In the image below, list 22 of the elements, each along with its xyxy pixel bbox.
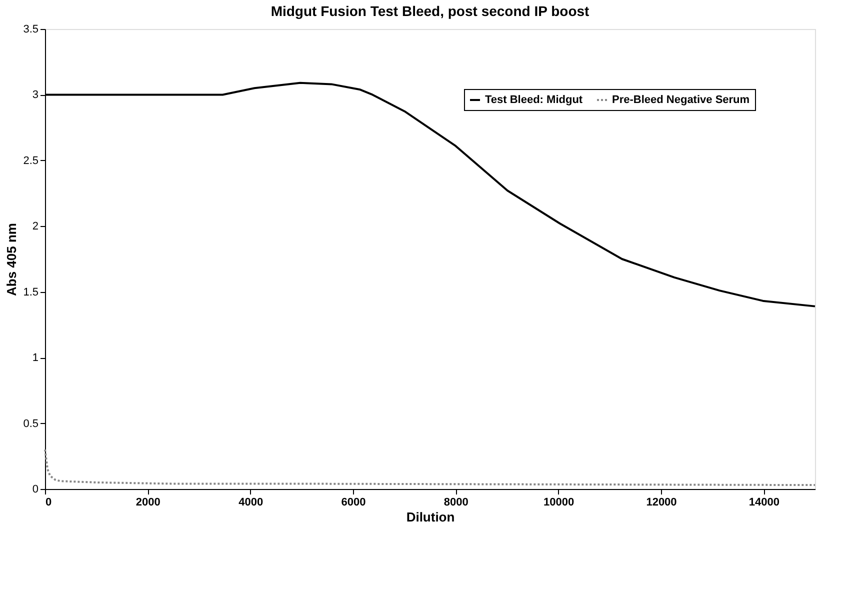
y-axis-title: Abs 405 nm <box>4 223 20 296</box>
x-tick-label: 2000 <box>136 496 160 508</box>
x-tick-label: 10000 <box>544 496 574 508</box>
legend-label: Test Bleed: Midgut <box>485 94 583 106</box>
line-series <box>44 448 816 486</box>
y-tick-label: 0 <box>32 484 38 496</box>
x-tick-label: 6000 <box>341 496 366 508</box>
chart-title: Midgut Fusion Test Bleed, post second IP boost <box>270 3 590 19</box>
y-tick-label: 1 <box>32 352 38 364</box>
x-tick-label: 4000 <box>238 496 264 508</box>
x-tick-label: 12000 <box>646 496 677 508</box>
y-tick-label: 3 <box>32 89 38 102</box>
x-axis-title: Dilution <box>406 510 455 524</box>
y-tick-label: 1.5 <box>23 286 38 298</box>
y-tick-label: 3.5 <box>23 24 38 36</box>
x-tick-label: 0 <box>46 496 52 508</box>
x-tick-label: 8000 <box>444 496 468 508</box>
y-tick-label: 0.5 <box>23 418 38 430</box>
legend-label: Pre-Bleed Negative Serum <box>612 94 750 106</box>
y-tick-label: 2.5 <box>23 154 38 167</box>
x-tick-label: 14000 <box>748 496 780 508</box>
y-tick-label: 2 <box>32 220 38 233</box>
